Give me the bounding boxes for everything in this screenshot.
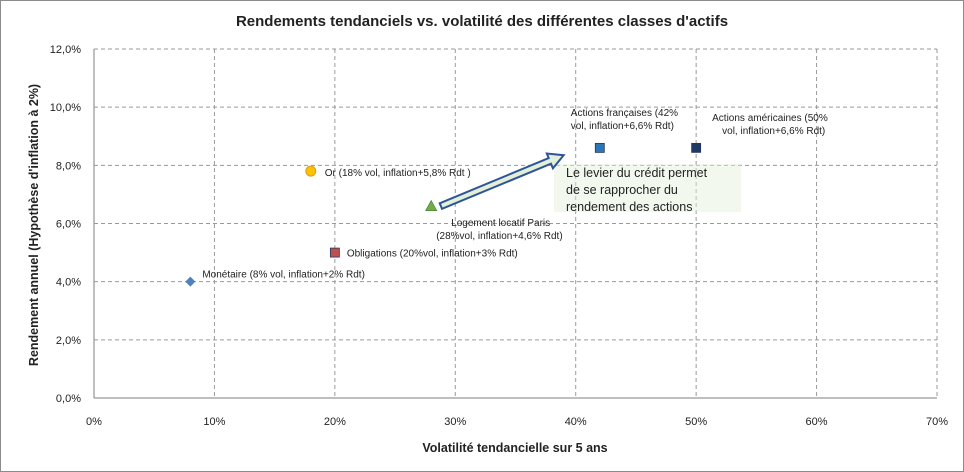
- point-square-marker: [329, 247, 340, 258]
- y-tick-label: 2,0%: [56, 335, 81, 347]
- point-label: Actions françaises (42% vol, inflation+6,…: [571, 108, 678, 132]
- x-tick-label: 40%: [565, 416, 587, 428]
- point-label-line: Obligations (20%vol, inflation+3% Rdt): [347, 249, 518, 260]
- point-square-marker: [594, 142, 605, 153]
- annotation-text: Le levier du crédit permet de se rapproch…: [566, 166, 708, 214]
- x-tick-label: 30%: [444, 416, 466, 428]
- annotation-box: [554, 164, 741, 212]
- x-axis-title: Volatilité tendancielle sur 5 ans: [422, 441, 607, 455]
- x-tick-label: 10%: [203, 416, 225, 428]
- point-label-line: vol, inflation+6,6% Rdt): [571, 121, 674, 132]
- y-tick-label: 10,0%: [50, 102, 81, 114]
- y-tick-label: 6,0%: [56, 219, 81, 231]
- data-points: [185, 142, 702, 287]
- point-triangle-marker: [425, 199, 438, 211]
- point-circle-marker: [305, 165, 317, 177]
- y-axis-title: Rendement annuel (Hypothèse d'inflation …: [27, 84, 41, 366]
- annotation-text-line: de se rapprocher du: [566, 183, 678, 197]
- point-label: Actions américaines (50% vol, inflation+6…: [712, 113, 828, 137]
- annotation-text-line: rendement des actions: [566, 200, 692, 214]
- point-label-line: Actions françaises (42%: [571, 108, 678, 119]
- y-tick-label: 0,0%: [56, 393, 81, 405]
- annotation-text-line: Le levier du crédit permet: [566, 166, 708, 180]
- point-diamond-marker: [185, 276, 196, 287]
- y-tick-labels: 0,0% 2,0% 4,0% 6,0% 8,0% 10,0% 12,0%: [50, 44, 81, 405]
- x-tick-labels: 0% 10% 20% 30% 40% 50% 60% 70%: [86, 416, 948, 428]
- point-label-line: vol, inflation+6,6% Rdt): [722, 126, 825, 137]
- point-label: Obligations (20%vol, inflation+3% Rdt): [347, 249, 518, 260]
- point-label-line: Actions américaines (50%: [712, 113, 828, 124]
- point-label-line: Logement locatif Paris: [451, 218, 550, 229]
- x-tick-label: 20%: [324, 416, 346, 428]
- point-label: Logement locatif Paris (28%vol, inflation…: [436, 218, 562, 242]
- x-tick-label: 70%: [926, 416, 948, 428]
- point-label-line: Monétaire (8% vol, inflation+2% Rdt): [202, 270, 365, 281]
- point-label-line: Or (18% vol, inflation+5,8% Rdt ): [325, 168, 471, 179]
- point-square-marker: [691, 142, 702, 153]
- leverage-arrow: [438, 152, 566, 211]
- chart-title: Rendements tendanciels vs. volatilité de…: [236, 13, 728, 30]
- point-label-line: (28%vol, inflation+4,6% Rdt): [436, 231, 562, 242]
- grid-lines: [93, 48, 938, 399]
- point-labels: Monétaire (8% vol, inflation+2% Rdt) Or (…: [202, 108, 828, 281]
- y-tick-label: 8,0%: [56, 160, 81, 172]
- x-tick-label: 0%: [86, 416, 102, 428]
- point-label: Monétaire (8% vol, inflation+2% Rdt): [202, 270, 365, 281]
- y-tick-label: 12,0%: [50, 44, 81, 56]
- leverage-annotation: Le levier du crédit permet de se rapproch…: [438, 152, 741, 214]
- point-label: Or (18% vol, inflation+5,8% Rdt ): [325, 168, 471, 179]
- y-tick-label: 4,0%: [56, 277, 81, 289]
- x-tick-label: 50%: [685, 416, 707, 428]
- x-tick-label: 60%: [806, 416, 828, 428]
